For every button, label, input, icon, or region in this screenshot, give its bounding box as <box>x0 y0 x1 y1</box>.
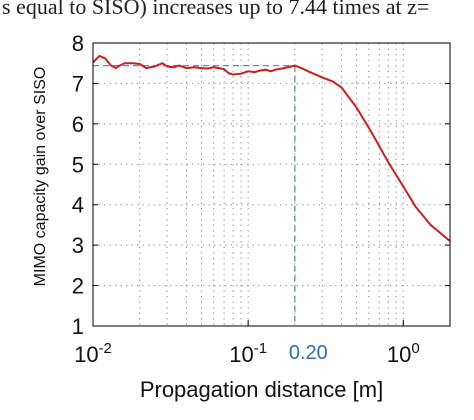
y-tick-label: 4 <box>72 193 84 218</box>
y-axis-label: MIMO capacity gain over SISO <box>32 67 49 287</box>
x-axis-label: Propagation distance [m] <box>140 377 383 402</box>
x-tick-label: 100 <box>387 340 420 367</box>
plot-frame <box>92 42 451 327</box>
x-tick-label: 10-2 <box>74 340 112 367</box>
y-tick-label: 6 <box>72 112 84 137</box>
y-tick-label: 5 <box>72 152 84 177</box>
x-tick-label: 10-1 <box>229 340 267 367</box>
annotation-label: 0.20 <box>289 342 328 364</box>
y-tick-label: 8 <box>72 31 84 56</box>
y-tick-label: 2 <box>72 274 84 299</box>
y-tick-label: 3 <box>72 233 84 258</box>
series-line-capacity-gain <box>92 54 451 242</box>
caption-fragment: s equal to SISO) increases up to 7.44 ti… <box>2 0 430 19</box>
y-tick-label: 1 <box>72 314 84 339</box>
x-tick-labels: 10-2 10-1 100 <box>74 320 420 367</box>
annotation-guide <box>93 64 296 326</box>
y-tick-labels: 1 2 3 4 5 6 7 8 <box>72 31 450 339</box>
y-tick-label: 7 <box>72 71 84 96</box>
grid-lines <box>93 43 450 326</box>
